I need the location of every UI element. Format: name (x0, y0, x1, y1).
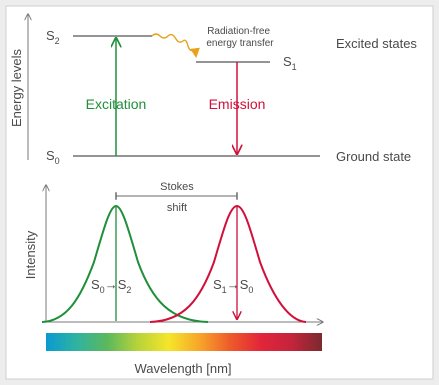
energy-axis-label: Energy levels (9, 48, 24, 127)
radiation-free-label: Radiation-free energy transfer (206, 26, 274, 49)
right-peak-transition-label: S1→S0 (213, 277, 253, 295)
wavelength-spectrum-bar (46, 333, 322, 351)
s0-label: S0 (46, 148, 60, 166)
excited-states-label: Excited states (336, 36, 417, 51)
left-peak-transition-label: S0→S2 (91, 277, 131, 295)
wavelength-axis-label: Wavelength [nm] (134, 361, 231, 376)
stokes-shift-label-line2: shift (167, 202, 187, 214)
excitation-spectrum-curve (41, 204, 209, 323)
energy-transfer-squiggle (151, 33, 200, 58)
emission-label: Emission (209, 96, 266, 112)
s1-label: S1 (283, 54, 297, 72)
s2-label: S2 (46, 28, 60, 46)
intensity-axis-label: Intensity (23, 230, 38, 279)
excitation-label: Excitation (86, 96, 147, 112)
ground-state-label: Ground state (336, 149, 411, 164)
stokes-shift-label-line1: Stokes (160, 181, 194, 193)
emission-spectrum-curve (149, 204, 307, 323)
